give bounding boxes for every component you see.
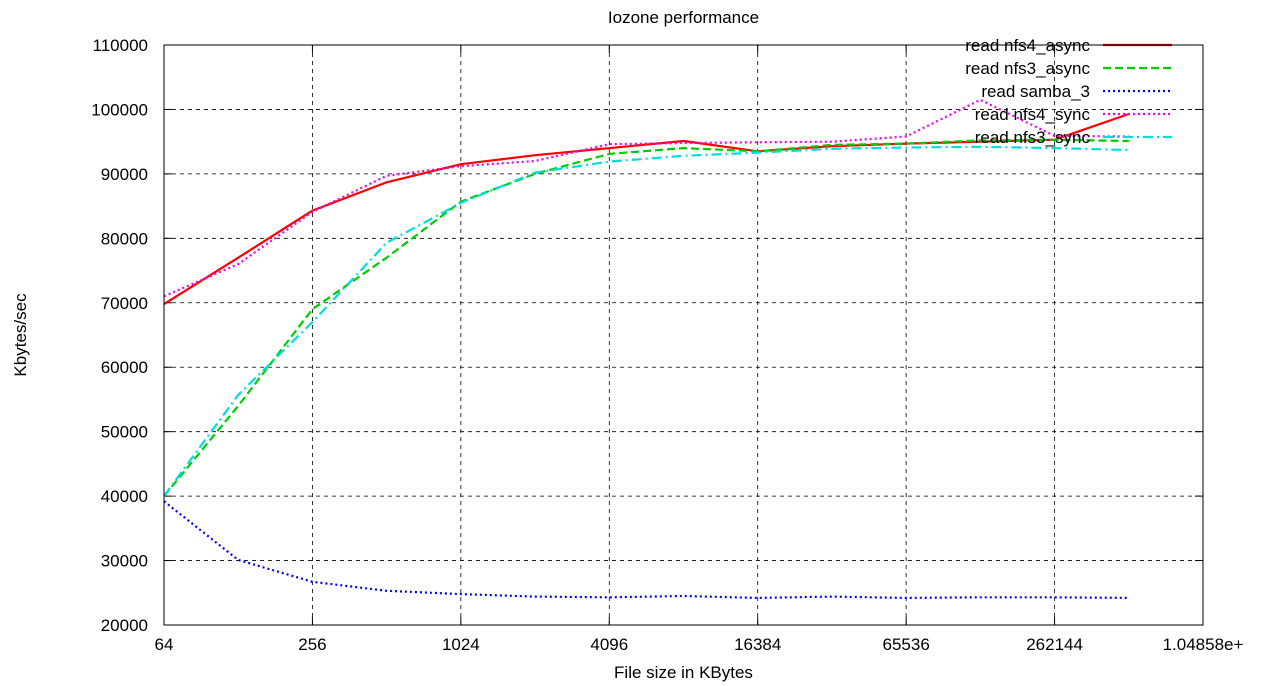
x-tick-label: 4096 [590, 635, 628, 654]
x-tick-label: 1024 [442, 635, 480, 654]
series-line-read-nfs3-sync [163, 145, 1129, 497]
y-tick-label: 20000 [101, 616, 148, 635]
legend-label-read-nfs3-sync: read nfs3_sync [975, 128, 1091, 147]
series-line-read-nfs4-sync [163, 98, 1129, 298]
legend-label-read-nfs3-async: read nfs3_async [965, 59, 1090, 78]
x-tick-label: 1.04858e+ [1163, 635, 1244, 654]
chart-title: Iozone performance [608, 8, 759, 27]
plot-border [163, 44, 1204, 626]
y-tick-label: 110000 [93, 36, 148, 55]
y-axis-label: Kbytes/sec [11, 293, 30, 377]
series-line-read-samba-3 [163, 500, 1129, 600]
y-tick-label: 30000 [101, 552, 148, 571]
y-tick-label: 40000 [101, 487, 148, 506]
x-axis-label: File size in KBytes [614, 663, 753, 682]
grid-lines [164, 45, 1203, 625]
y-tick-label: 60000 [101, 358, 148, 377]
legend-label-read-nfs4-sync: read nfs4_sync [975, 105, 1091, 124]
series-line-read-nfs3-async [163, 138, 1129, 497]
y-tick-label: 80000 [101, 229, 148, 248]
x-tick-label: 16384 [734, 635, 781, 654]
x-tick-label: 262144 [1026, 635, 1083, 654]
x-tick-label: 65536 [883, 635, 930, 654]
legend-label-read-samba-3: read samba_3 [981, 82, 1090, 101]
y-tick-label: 70000 [101, 294, 148, 313]
x-tick-labels: 64 256 1024 4096 16384 65536 262144 1.04858e+ [155, 635, 1244, 654]
y-tick-label: 100000 [91, 100, 148, 119]
y-tick-label: 50000 [101, 423, 148, 442]
series-lines [163, 98, 1130, 600]
x-tick-label: 64 [155, 635, 174, 654]
y-tick-labels: 20000 30000 40000 50000 60000 70000 80000 90000… [91, 36, 148, 635]
y-tick-label: 90000 [101, 165, 148, 184]
x-tick-label: 256 [298, 635, 326, 654]
